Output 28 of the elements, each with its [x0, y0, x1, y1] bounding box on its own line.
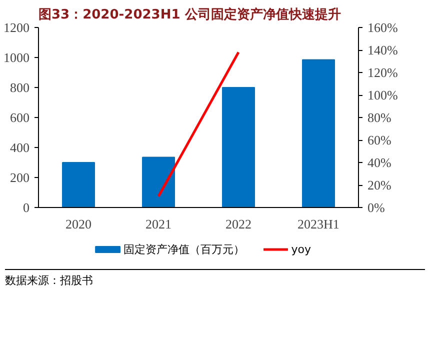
bar — [302, 59, 335, 208]
y2-tick-label: 20% — [368, 178, 392, 192]
y-tick-label: 1200 — [4, 20, 30, 35]
y2-tick-label: 120% — [368, 65, 398, 80]
bar — [222, 87, 255, 208]
legend-label: yoy — [291, 243, 312, 256]
bar — [62, 162, 95, 208]
legend-label: 固定资产净值（百万元） — [123, 243, 244, 256]
y-tick-label: 0 — [23, 200, 30, 215]
x-tick-label: 2023H1 — [298, 216, 340, 232]
chart-title: 图33：2020-2023H1 公司固定资产净值快速提升 — [38, 6, 341, 22]
y-tick-label: 600 — [10, 110, 30, 125]
x-tick-label: 2020 — [66, 216, 92, 232]
y-tick-label: 400 — [10, 140, 30, 155]
y2-tick-label: 160% — [368, 20, 398, 35]
y2-tick-label: 140% — [368, 42, 398, 58]
source-note: 数据来源：招股书 — [5, 273, 93, 289]
y2-tick-label: 100% — [368, 88, 398, 102]
y-tick-label: 800 — [10, 80, 30, 95]
y2-tick-label: 60% — [368, 132, 392, 148]
x-tick-label: 2022 — [226, 216, 252, 232]
y-tick-label: 1000 — [4, 50, 30, 65]
y-tick-label: 200 — [10, 170, 30, 185]
x-tick-label: 2021 — [146, 216, 172, 232]
y2-tick-label: 80% — [368, 110, 392, 125]
bar — [142, 156, 175, 208]
y2-tick-label: 0% — [368, 200, 385, 215]
y2-tick-label: 40% — [368, 155, 392, 170]
